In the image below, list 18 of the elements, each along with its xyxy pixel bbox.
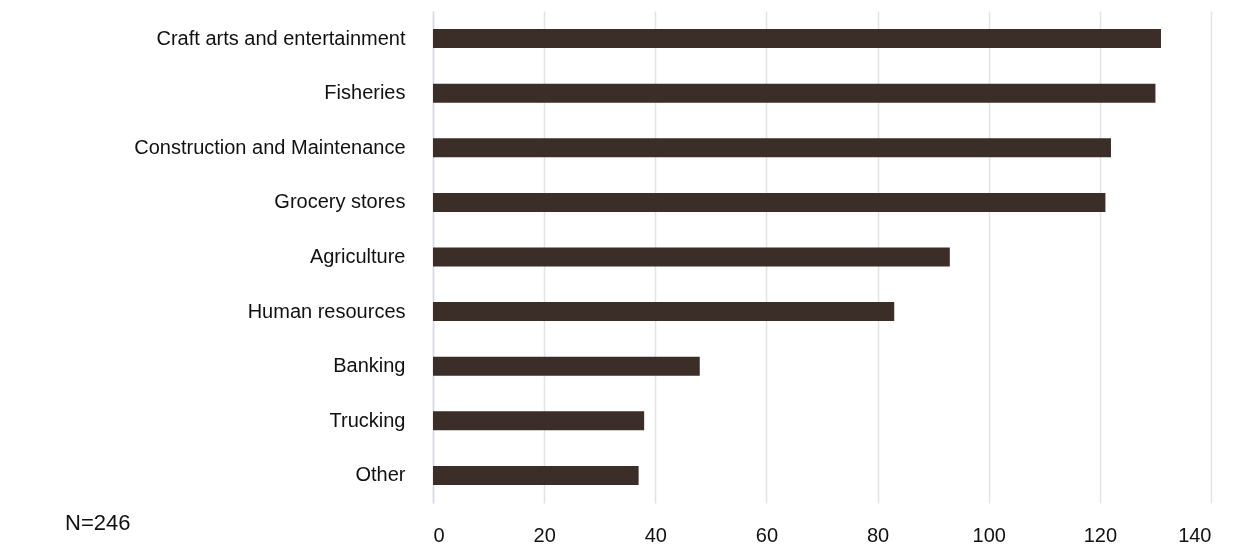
x-tick-label: 60 (755, 523, 779, 546)
text: N=246 (65, 510, 131, 535)
y-tick-label: Human resources (247, 299, 406, 322)
y-tick-label: Agriculture (309, 245, 406, 267)
y-tick-label: Construction and Maintenance (134, 135, 406, 158)
y-tick-label: Fisheries (324, 81, 406, 104)
x-tick-label: 100 (972, 523, 1006, 546)
x-tick-label: 140 (1178, 523, 1212, 546)
y-tick-label: Trucking (329, 408, 406, 431)
y-tick-label: Craft arts and entertainment (156, 26, 406, 49)
y-tick-label: Other (355, 463, 406, 486)
x-tick-label: 120 (1083, 523, 1118, 546)
y-tick-label: Grocery stores (274, 190, 406, 213)
x-tick-label: 20 (533, 523, 556, 546)
x-tick-label: 0 (433, 523, 445, 546)
y-tick-label: Banking (333, 354, 406, 377)
x-tick-label: 40 (644, 523, 667, 546)
x-tick-label: 80 (866, 523, 890, 546)
